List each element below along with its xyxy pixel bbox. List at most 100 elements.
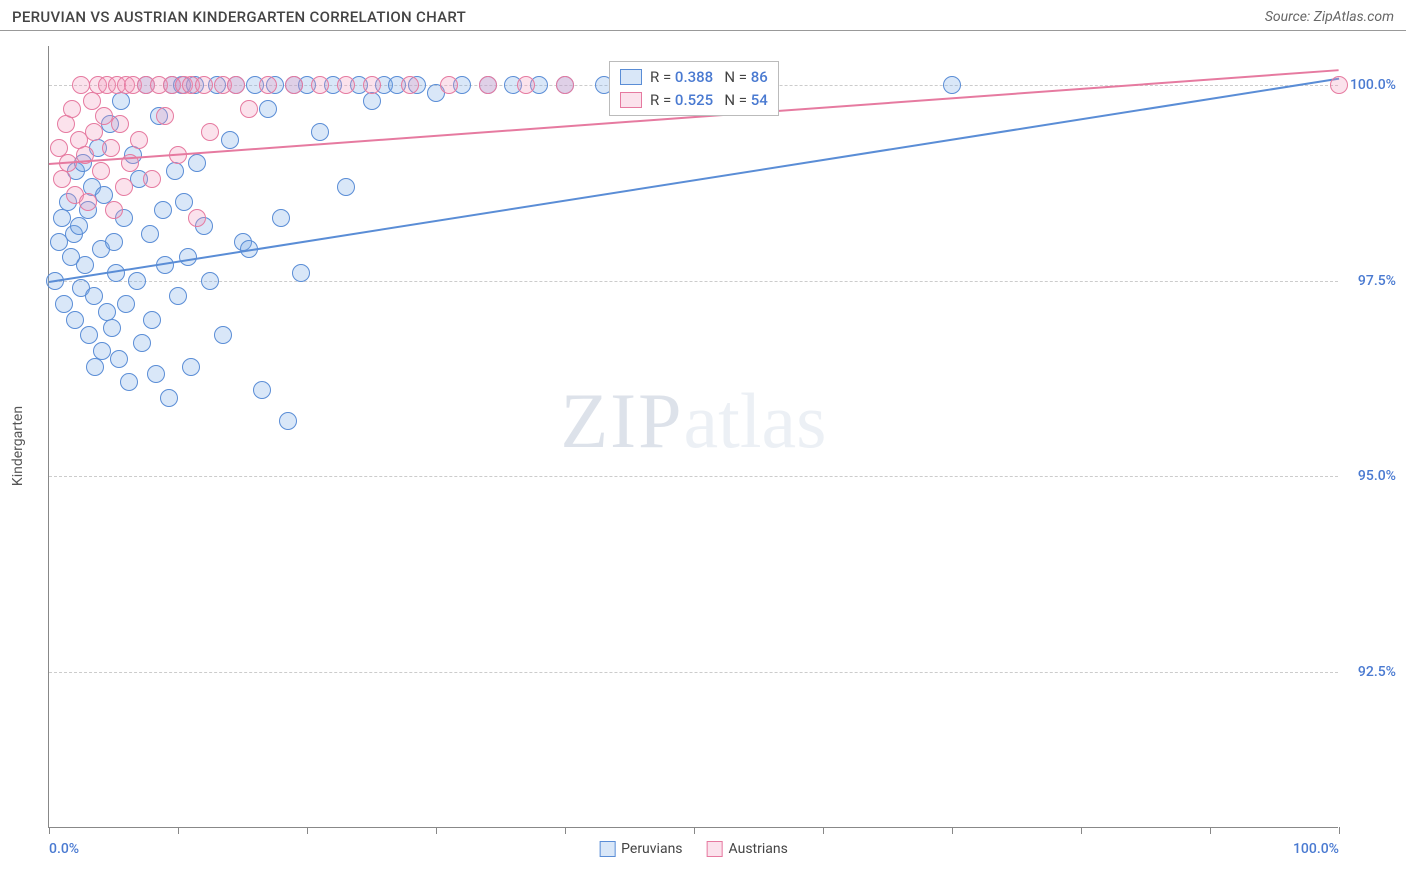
scatter-point (259, 100, 277, 118)
scatter-point (214, 326, 232, 344)
scatter-point (102, 139, 120, 157)
scatter-point (337, 178, 355, 196)
plot-area: ZIPatlas Peruvians Austrians 92.5%95.0%9… (48, 46, 1338, 828)
scatter-point (401, 76, 419, 94)
x-tick (307, 827, 308, 834)
stats-legend-text: R = 0.525 N = 54 (650, 89, 768, 112)
legend-swatch-austrians (707, 841, 723, 857)
scatter-point (156, 107, 174, 125)
stats-legend-swatch (620, 69, 642, 85)
scatter-point (188, 209, 206, 227)
scatter-point (57, 115, 75, 133)
scatter-point (292, 264, 310, 282)
scatter-point (111, 115, 129, 133)
scatter-point (227, 76, 245, 94)
scatter-point (86, 358, 104, 376)
legend-swatch-peruvians (599, 841, 615, 857)
scatter-point (188, 154, 206, 172)
x-tick (436, 827, 437, 834)
scatter-point (85, 287, 103, 305)
scatter-point (272, 209, 290, 227)
scatter-point (117, 295, 135, 313)
chart-header: PERUVIAN VS AUSTRIAN KINDERGARTEN CORREL… (0, 0, 1406, 31)
scatter-point (103, 319, 121, 337)
x-tick (823, 827, 824, 834)
scatter-point (128, 272, 146, 290)
x-tick (178, 827, 179, 834)
scatter-point (166, 162, 184, 180)
scatter-point (363, 76, 381, 94)
scatter-point (285, 76, 303, 94)
chart-container: Kindergarten ZIPatlas Peruvians Austrian… (0, 31, 1406, 861)
scatter-point (201, 272, 219, 290)
y-tick-label: 100.0% (1350, 77, 1396, 93)
scatter-point (143, 170, 161, 188)
stats-legend-box: R = 0.388 N = 86R = 0.525 N = 54 (609, 61, 779, 116)
scatter-point (479, 76, 497, 94)
scatter-point (110, 350, 128, 368)
scatter-point (337, 76, 355, 94)
scatter-point (363, 92, 381, 110)
x-tick (952, 827, 953, 834)
gridline-h (49, 281, 1338, 282)
scatter-point (556, 76, 574, 94)
scatter-point (141, 225, 159, 243)
scatter-point (160, 389, 178, 407)
y-tick-label: 95.0% (1358, 468, 1396, 484)
x-tick (694, 827, 695, 834)
scatter-point (201, 123, 219, 141)
scatter-point (105, 233, 123, 251)
scatter-point (120, 373, 138, 391)
scatter-point (70, 217, 88, 235)
x-tick (1339, 827, 1340, 834)
x-tick (1210, 827, 1211, 834)
chart-source: Source: ZipAtlas.com (1265, 9, 1394, 25)
scatter-point (130, 131, 148, 149)
x-tick (1081, 827, 1082, 834)
scatter-point (143, 311, 161, 329)
watermark: ZIPatlas (561, 376, 827, 466)
scatter-point (517, 76, 535, 94)
scatter-point (53, 170, 71, 188)
scatter-point (240, 100, 258, 118)
scatter-point (79, 193, 97, 211)
y-tick-label: 92.5% (1358, 664, 1396, 680)
scatter-point (311, 76, 329, 94)
x-tick-label: 0.0% (49, 841, 79, 857)
scatter-point (85, 123, 103, 141)
y-axis-label: Kindergarten (10, 406, 26, 486)
scatter-point (63, 100, 81, 118)
legend-item-peruvians: Peruvians (599, 841, 682, 857)
scatter-point (83, 92, 101, 110)
chart-title: PERUVIAN VS AUSTRIAN KINDERGARTEN CORREL… (12, 8, 466, 26)
x-tick-label: 100.0% (1293, 841, 1339, 857)
scatter-point (182, 358, 200, 376)
scatter-point (440, 76, 458, 94)
scatter-point (169, 287, 187, 305)
scatter-point (112, 92, 130, 110)
gridline-h (49, 672, 1338, 673)
scatter-point (259, 76, 277, 94)
stats-legend-swatch (620, 92, 642, 108)
scatter-point (92, 162, 110, 180)
scatter-point (133, 334, 151, 352)
scatter-point (147, 365, 165, 383)
x-tick (49, 827, 50, 834)
legend-label-peruvians: Peruvians (621, 841, 682, 857)
scatter-point (66, 311, 84, 329)
scatter-point (1330, 76, 1348, 94)
stats-legend-row: R = 0.388 N = 86 (620, 66, 768, 89)
scatter-point (279, 412, 297, 430)
scatter-point (154, 201, 172, 219)
x-tick (565, 827, 566, 834)
gridline-h (49, 476, 1338, 477)
scatter-point (105, 201, 123, 219)
scatter-point (93, 342, 111, 360)
scatter-point (195, 76, 213, 94)
y-tick-label: 97.5% (1358, 273, 1396, 289)
scatter-point (311, 123, 329, 141)
scatter-point (943, 76, 961, 94)
scatter-point (253, 381, 271, 399)
scatter-point (76, 256, 94, 274)
stats-legend-row: R = 0.525 N = 54 (620, 89, 768, 112)
